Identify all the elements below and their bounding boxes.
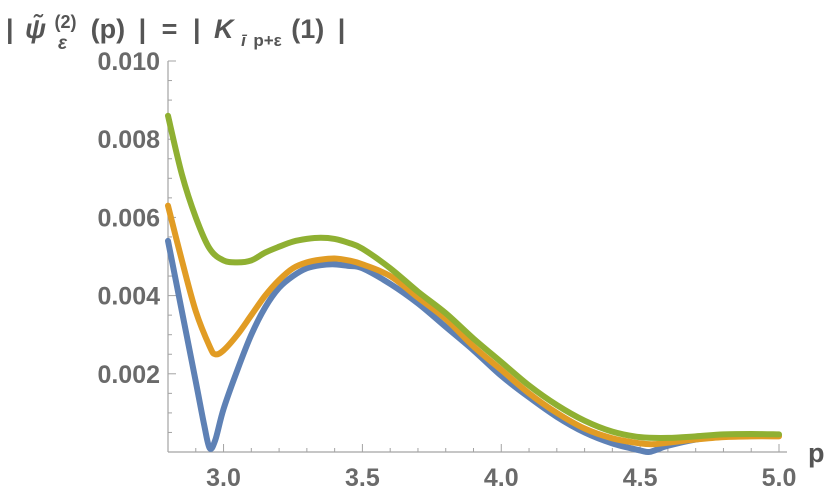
x-tick-label: 5.0: [762, 464, 797, 492]
series-blue-line: [165, 237, 782, 456]
y-tick-label: 0.008: [97, 126, 160, 154]
x-tick-label: 3.0: [206, 464, 241, 492]
series-layer: [165, 112, 782, 456]
axes: [167, 60, 787, 453]
y-tick-label: 0.010: [97, 48, 160, 76]
tick-labels: 0.002 0.004 0.006 0.008 0.010 3.0 3.5 4.0 4.5 5.0: [97, 48, 796, 492]
series-green-line: [165, 112, 782, 442]
x-tick-label: 4.5: [623, 464, 658, 492]
y-tick-label: 0.006: [97, 204, 160, 232]
y-tick-label: 0.002: [97, 361, 160, 389]
x-axis-title: p: [808, 438, 825, 468]
y-axis-title: | ψ̃ (2) ε (p) | = | K ī p+ε (1) |: [6, 4, 345, 55]
y-tick-label: 0.004: [97, 283, 160, 311]
x-tick-label: 3.5: [345, 464, 380, 492]
series-orange-line: [165, 202, 782, 448]
x-tick-label: 4.0: [484, 464, 519, 492]
